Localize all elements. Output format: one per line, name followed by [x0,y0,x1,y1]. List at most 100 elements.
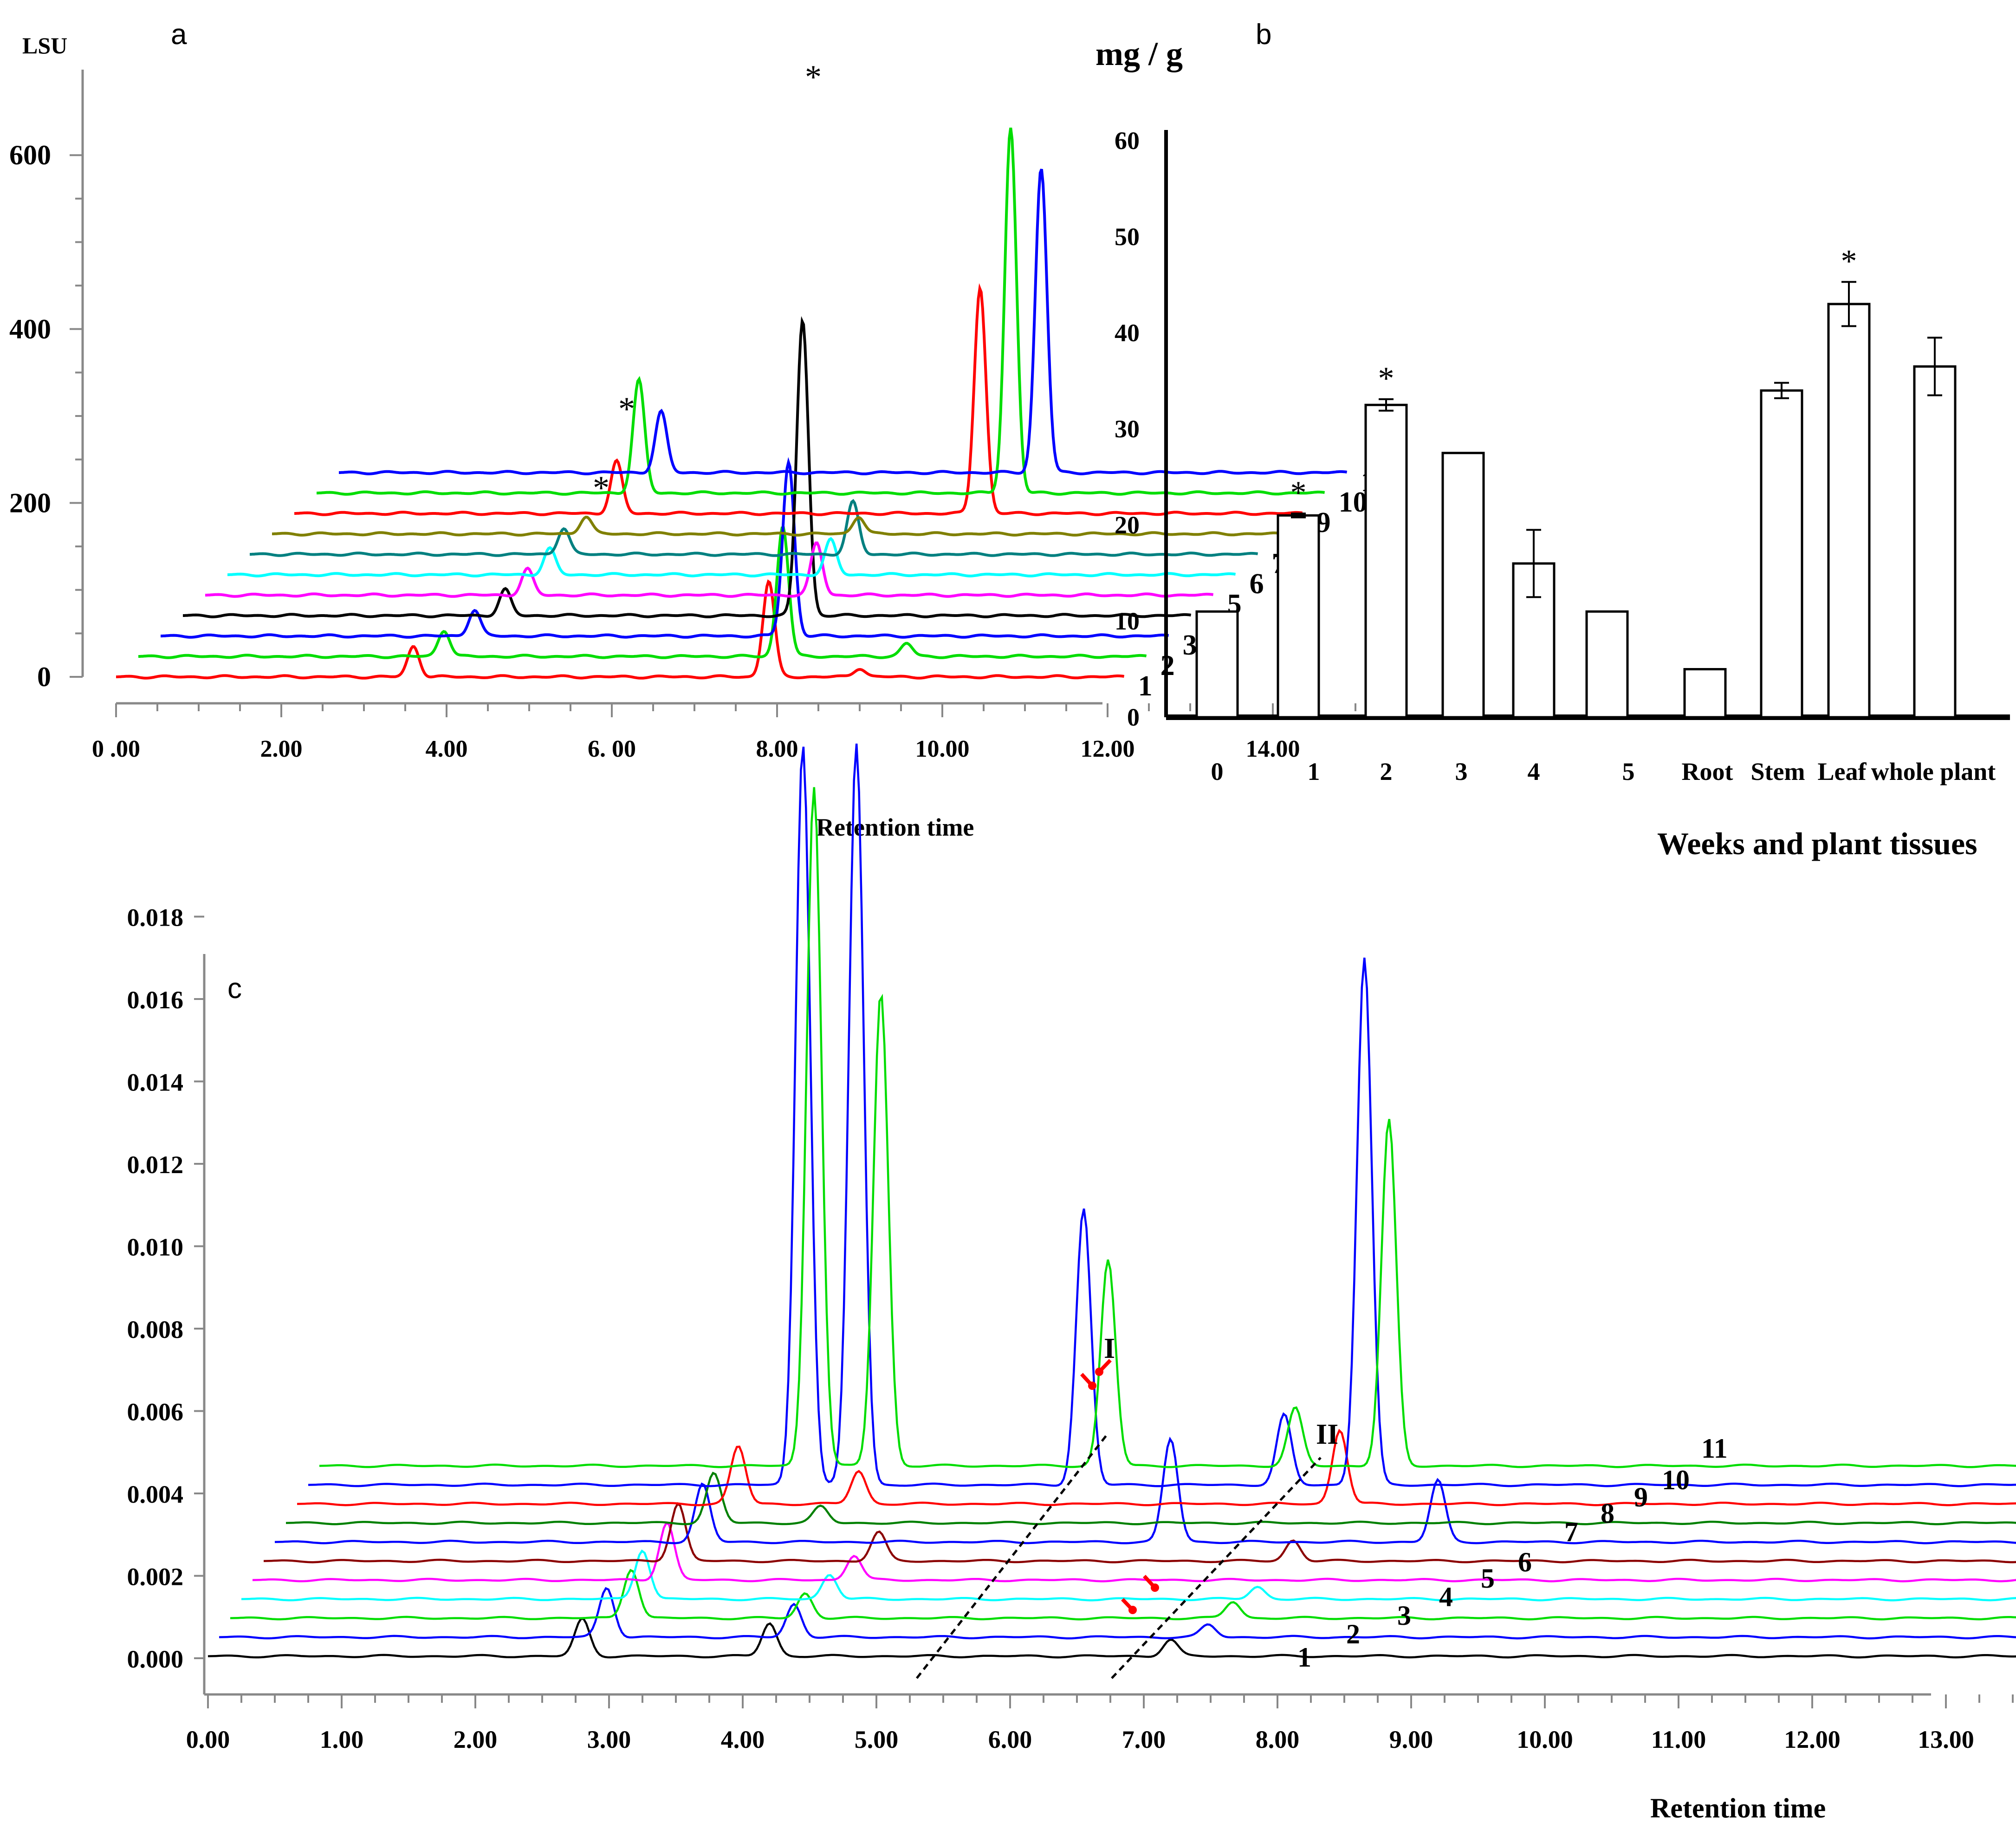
panel-c-x-tick-label: 13.00 [1918,1726,1974,1753]
panel-c-trace-3 [230,1569,2016,1621]
panel-c-trace-8 [285,1472,2016,1525]
panel-c-y-tick-label: 0.004 [127,1480,184,1508]
panel-a-trace-4 [183,316,1192,618]
panel-a-x-tick-label: 14.00 [1246,736,1300,762]
red-arrow-head [1128,1606,1137,1614]
panel-c-trace-label-1: 1 [1297,1642,1311,1673]
panel-c-trace-label-2: 2 [1346,1619,1360,1649]
red-arrow-head [1151,1583,1159,1592]
panel-c-trace-11 [319,787,2016,1468]
panel-c-x-tick-label: 3.00 [587,1726,631,1753]
panel-a-trace-11 [339,169,1348,475]
panel-a-x-title: Retention time [816,813,974,841]
panel-c-y-tick-label: 0.006 [127,1398,184,1426]
panel-a-asterisk: * [618,390,635,428]
panel-b-y-tick-label: 20 [1115,511,1140,539]
red-arrow-head [1095,1368,1103,1376]
panel-c-x-tick-label: 4.00 [721,1726,765,1753]
panel-c-trace-7 [274,1436,2016,1544]
panel-c-trace-label-10: 10 [1662,1465,1690,1495]
panel-c-trace-label-8: 8 [1601,1498,1614,1529]
panel-a-x-tick-label: 2.00 [260,736,303,762]
panel-a-y-tick-label: 0 [37,662,51,692]
panel-b-x-title: Weeks and plant tissues [1657,826,1977,861]
panel-a-traces: * * * [116,58,1348,680]
panel-a-y-tick-label: 600 [9,140,51,170]
panel-c-trace-label-3: 3 [1397,1600,1411,1631]
bar-5 [1585,610,1629,719]
panel-a-x-tick-label: 6. 00 [588,736,636,762]
panel-c-y-tick-label: 0.002 [127,1563,184,1591]
panel-a-trace-2 [138,526,1147,659]
panel-c-x-tick-label: 7.00 [1122,1726,1166,1753]
panel-c-traces [207,743,2016,1659]
panel-c-y-tick-label: 0.012 [127,1151,184,1179]
panel-b: b mg / g Weeks and plant tissues 0102030… [1096,19,2010,861]
panel-c-x-tick-label: 6.00 [988,1726,1032,1753]
panel-b-y-tick-label: 30 [1115,415,1140,443]
panel-c-x-tick-label: 12.00 [1784,1726,1841,1753]
significance-asterisk: * [1841,243,1857,279]
bar-whole-plant [1913,365,1957,719]
panel-a-asterisk: * [805,58,822,96]
panel-a-trace-10 [317,127,1325,496]
panel-c-trace-1 [207,1617,2016,1659]
panel-b-y-tick-label: 0 [1127,703,1140,731]
panel-c-trace-label-4: 4 [1439,1582,1453,1612]
panel-b-x-tick-label: 5 [1622,758,1635,785]
dashed-guide-ii [1111,1457,1322,1679]
panel-c-x-tick-label: 2.00 [454,1726,498,1753]
panel-c-y-tick-label: 0.008 [127,1316,184,1343]
panel-b-x-tick-label: 0 [1211,758,1224,785]
panel-a-trace-5 [205,541,1214,598]
panel-a-trace-8 [272,515,1281,537]
panel-a-x-tick-label: 4.00 [426,736,468,762]
bar-1 [1277,514,1320,719]
peak-label-ii: II [1316,1419,1338,1450]
panel-b-bars: * * * [1195,243,1957,719]
panel-c-trace-9 [297,1428,2016,1506]
red-arrow-head [1088,1382,1096,1390]
panel-b-x-tick-label: whole plant [1871,758,1996,785]
panel-c-y-tick-label: 0.000 [127,1645,184,1673]
panel-b-y-tick-label: 40 [1115,319,1140,347]
panel-b-x-tick-label: Leaf [1818,758,1867,785]
panel-c-y-tick-label: 0.018 [127,904,184,932]
bar-2 [1364,403,1408,719]
panel-c-trace-label-7: 7 [1564,1517,1578,1547]
panel-c-x-tick-label: 0.00 [186,1726,230,1753]
panel-a-trace-label-3: 3 [1183,629,1197,661]
panel-c-x-tick-label: 1.00 [320,1726,364,1753]
dashed-guide-i [916,1434,1108,1679]
panel-a-trace-1 [116,579,1125,680]
panel-a-x-tick-label: 10.00 [915,736,970,762]
panel-a-trace-label-6: 6 [1250,568,1264,600]
panel-a-trace-label-1: 1 [1138,670,1153,702]
panel-c-x-tick-label: 5.00 [855,1726,899,1753]
panel-c-trace-6 [263,1502,2016,1564]
panel-a-trace-6 [227,537,1236,578]
panel-b-x-tick-label: 3 [1455,758,1468,785]
panel-c-x-tick-label: 8.00 [1256,1726,1300,1753]
panel-c-x-tick-label: 11.00 [1651,1726,1706,1753]
bar-stem [1760,389,1803,719]
panel-a-x-tick-label: 8.00 [756,736,798,762]
significance-asterisk: * [1290,475,1307,511]
panel-c-letter: c [227,973,242,1005]
panel-a-y-unit: LSU [22,32,67,58]
panel-c-trace-4 [241,1549,2016,1602]
panel-c-x-tick-label: 10.00 [1517,1726,1573,1753]
panel-c-trace-label-5: 5 [1481,1563,1495,1594]
panel-c-y-tick-label: 0.016 [127,986,184,1014]
panel-a-trace-3 [161,457,1169,639]
panel-b-x-tick-label: Root [1682,758,1733,785]
panel-a-trace-7 [250,499,1258,557]
panel-c-trace-5 [252,1521,2016,1583]
panel-a-asterisk: * [593,469,609,506]
panel-b-x-tick-label: Stem [1751,758,1805,785]
panel-a-x-tick-label: 12.00 [1081,736,1135,762]
